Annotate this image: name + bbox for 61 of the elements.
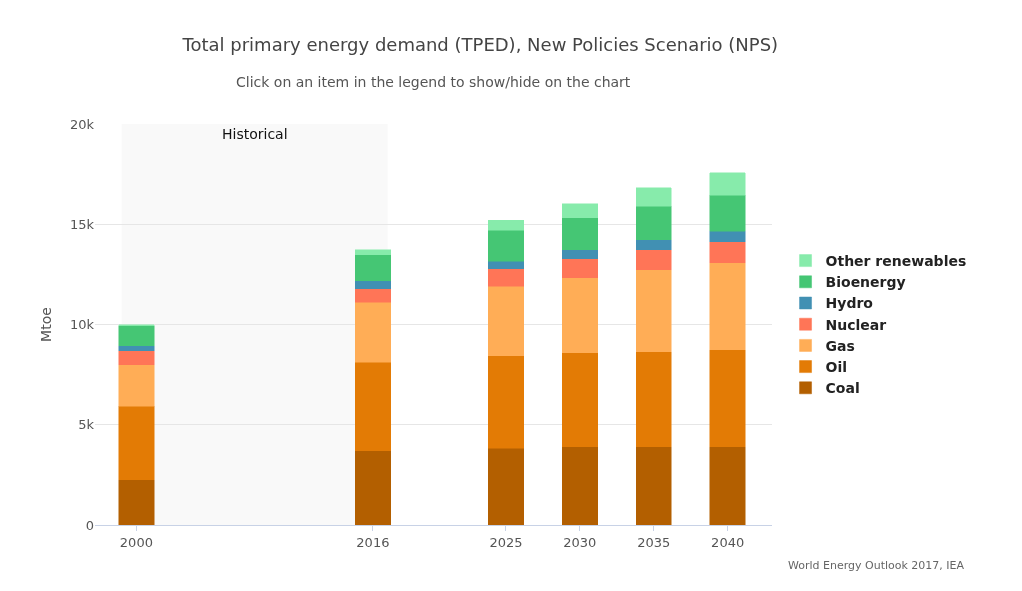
bar	[118, 325, 155, 347]
legend-label: Nuclear	[825, 316, 887, 333]
bar	[635, 187, 672, 207]
bar	[118, 406, 155, 481]
bar	[354, 450, 391, 525]
x-tick-label: 2000	[119, 534, 153, 550]
bar	[487, 230, 524, 262]
chart-title: Total primary energy demand (TPED), New Policies Scenario (NPS)	[181, 34, 779, 56]
x-tick-label: 2030	[563, 534, 597, 550]
bar	[635, 446, 672, 525]
bar	[635, 249, 672, 271]
y-tick-label: 15k	[69, 216, 95, 232]
legend-label: Hydro	[825, 295, 874, 312]
legend-label: Coal	[825, 380, 860, 397]
x-tick-label: 2035	[637, 534, 671, 550]
bar	[561, 446, 598, 525]
y-tick-label: 0	[85, 517, 94, 533]
bar	[709, 172, 746, 196]
x-tick-label: 2040	[711, 534, 745, 550]
bar	[561, 217, 598, 251]
legend-label: Other renewables	[825, 253, 967, 270]
chart-subtitle: Click on an item in the legend to show/hide on the chart	[236, 74, 631, 90]
legend-label: Bioenergy	[825, 274, 906, 291]
bar	[635, 239, 672, 251]
bar	[635, 351, 672, 448]
bar	[118, 479, 155, 525]
bar	[354, 361, 391, 452]
bar	[709, 194, 746, 232]
legend-label: Gas	[825, 337, 855, 354]
x-tick-label: 2025	[489, 534, 523, 550]
y-axis-title: Mtoe	[37, 307, 54, 342]
legend-label: Oil	[825, 359, 848, 376]
bar	[354, 288, 391, 303]
bar	[118, 364, 155, 407]
bar	[487, 355, 524, 449]
x-tick-label: 2016	[356, 534, 390, 550]
bar	[709, 231, 746, 242]
bar	[561, 258, 598, 279]
bar	[709, 241, 746, 263]
bar	[354, 249, 391, 255]
bar	[709, 446, 746, 525]
bar	[561, 277, 598, 354]
bar	[487, 268, 524, 287]
bar	[118, 350, 155, 365]
bar	[487, 261, 524, 270]
bar	[635, 269, 672, 352]
band-label: Historical	[222, 126, 288, 142]
bar	[487, 219, 524, 231]
bar	[561, 352, 598, 448]
bar	[354, 254, 391, 282]
y-tick-label: 20k	[69, 116, 95, 132]
bar	[709, 349, 746, 448]
bar	[487, 448, 524, 525]
text: World Energy Outlook 2017, IEA	[788, 559, 965, 572]
bar	[561, 203, 598, 219]
bar	[354, 301, 391, 363]
bar	[487, 286, 524, 356]
bar	[709, 262, 746, 350]
bar	[635, 205, 672, 241]
y-tick-label: 5k	[78, 417, 95, 433]
y-tick-label: 10k	[69, 317, 95, 333]
